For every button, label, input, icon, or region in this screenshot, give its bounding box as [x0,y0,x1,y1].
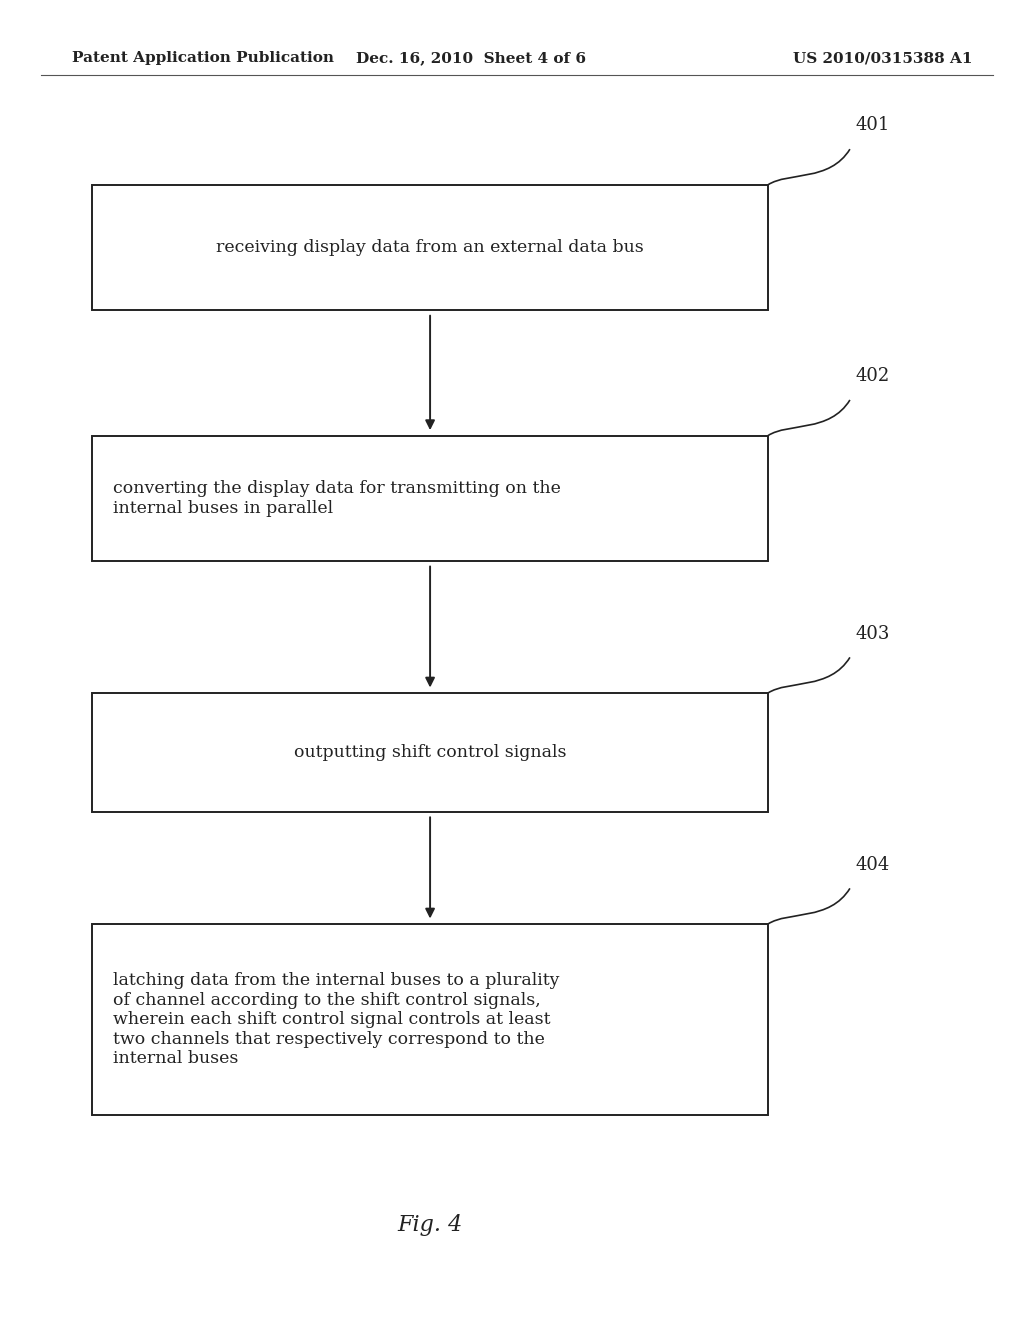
Text: 403: 403 [855,624,890,643]
Text: receiving display data from an external data bus: receiving display data from an external … [216,239,644,256]
Text: Fig. 4: Fig. 4 [397,1214,463,1236]
Bar [92,693,768,812]
Text: Dec. 16, 2010  Sheet 4 of 6: Dec. 16, 2010 Sheet 4 of 6 [356,51,586,65]
Bar [92,185,768,310]
Text: US 2010/0315388 A1: US 2010/0315388 A1 [794,51,973,65]
Text: converting the display data for transmitting on the
internal buses in parallel: converting the display data for transmit… [113,480,560,516]
Text: outputting shift control signals: outputting shift control signals [294,744,566,760]
Text: 402: 402 [855,367,889,385]
Text: latching data from the internal buses to a plurality
of channel according to the: latching data from the internal buses to… [113,972,559,1068]
Text: 401: 401 [855,116,890,135]
Bar [92,924,768,1115]
Text: 404: 404 [855,855,889,874]
Text: Patent Application Publication: Patent Application Publication [72,51,334,65]
Bar [92,436,768,561]
